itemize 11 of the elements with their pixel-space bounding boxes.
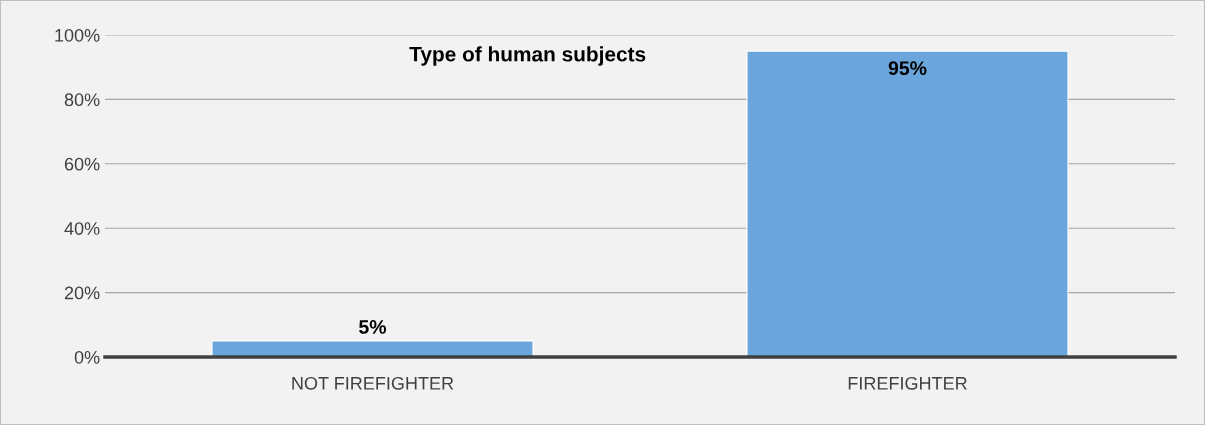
data-label: 5%: [359, 320, 387, 334]
x-tick-label: NOT FIREFIGHTER: [292, 376, 454, 390]
y-tick-label: 80%: [64, 93, 100, 107]
y-tick-label: 0%: [74, 350, 100, 364]
x-tick-label: FIREFIGHTER: [848, 376, 967, 390]
data-label: 95%: [888, 61, 927, 76]
text: Type of human subjects: [409, 46, 646, 66]
y-tick-label: 60%: [64, 157, 100, 171]
y-tick-label: 40%: [64, 222, 100, 235]
y-tick-label: 100%: [55, 28, 100, 42]
y-tick-label: 20%: [64, 286, 100, 300]
